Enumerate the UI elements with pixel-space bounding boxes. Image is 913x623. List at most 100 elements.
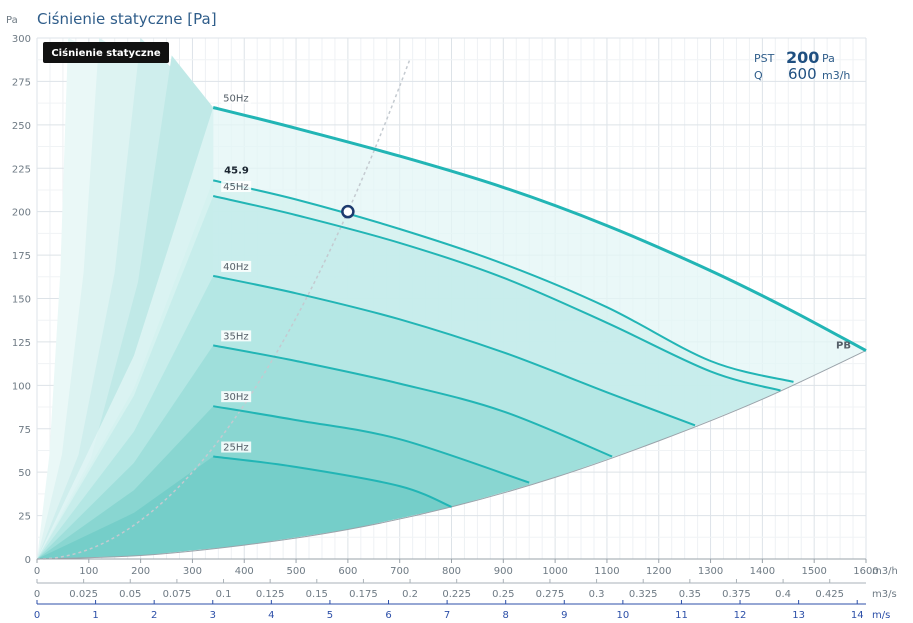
x-tick-label: 900	[494, 566, 513, 577]
series-label-bg	[221, 391, 252, 403]
x2-axis-unit: m3/s	[872, 589, 897, 600]
x-tick-label: 1400	[750, 566, 775, 577]
system-curve-label: PB	[836, 341, 851, 352]
x-tick-label: 1000	[542, 566, 567, 577]
series-line-40Hz	[212, 274, 696, 427]
series-label-bg	[221, 260, 252, 272]
y-tick-label: 250	[12, 121, 31, 132]
operating-region	[37, 38, 866, 559]
series-label-45.9: 45.9	[224, 165, 249, 176]
x-axis-m3h: 0 100 200 300 400 500 600 700 800 900 1000 1100 1200…	[34, 558, 898, 577]
series-label-30Hz: 30Hz	[223, 392, 249, 403]
x3-tick-label: 3	[210, 610, 216, 621]
x2-tick-label: 0.3	[589, 589, 605, 600]
x2-tick-label: 0.375	[722, 589, 751, 600]
series-line-35Hz	[213, 344, 613, 458]
x3-tick-label: 13	[792, 610, 805, 621]
x3-tick-label: 8	[503, 610, 509, 621]
series-label-40Hz: 40Hz	[223, 262, 249, 273]
readout-q-value: 600	[788, 65, 817, 83]
y-tick-label: 175	[12, 251, 31, 262]
y-axis-unit: Pa	[6, 15, 18, 26]
series-line-45Hz	[212, 195, 781, 392]
x-tick-label: 400	[235, 566, 254, 577]
x3-tick-label: 1	[92, 610, 98, 621]
y-tick-label: 100	[12, 381, 31, 392]
x2-tick-label: 0.4	[775, 589, 791, 600]
x3-tick-label: 11	[675, 610, 688, 621]
x2-tick-label: 0.425	[815, 589, 844, 600]
fan-curves	[36, 58, 867, 560]
y-tick-label: 225	[12, 164, 31, 175]
x-tick-label: 800	[442, 566, 461, 577]
x2-tick-label: 0.05	[119, 589, 141, 600]
x2-tick-label: 0.1	[216, 589, 232, 600]
readout: PST 200 Pa Q 600 m3/h	[754, 48, 850, 83]
x3-axis-unit: m/s	[872, 610, 890, 621]
series-label-bg	[221, 330, 252, 342]
chart-badge: Ciśnienie statyczne	[43, 42, 169, 63]
series-label-50Hz: 50Hz	[223, 93, 249, 104]
series-label-45Hz: 45Hz	[223, 182, 249, 193]
badge-label: Ciśnienie statyczne	[51, 47, 161, 59]
readout-q-label: Q	[754, 69, 763, 82]
x-tick-label: 500	[287, 566, 306, 577]
x-tick-label: 0	[34, 566, 40, 577]
series-label-bg	[221, 181, 252, 193]
operating-point	[341, 204, 355, 219]
readout-q-unit: m3/h	[822, 69, 850, 82]
x3-tick-label: 6	[385, 610, 391, 621]
x2-tick-label: 0.225	[442, 589, 471, 600]
x-tick-label: 600	[338, 566, 357, 577]
y-tick-label: 125	[12, 338, 31, 349]
x2-tick-label: 0.175	[349, 589, 378, 600]
x3-tick-label: 5	[327, 610, 333, 621]
y-tick-label: 50	[18, 468, 31, 479]
x-axis-m3s: 0 0.025 0.05 0.075 0.1 0.125 0.15 0.175 0.2 0.225…	[34, 579, 897, 600]
readout-p-value: 200	[786, 48, 819, 67]
series-line-30Hz	[213, 405, 530, 484]
y-tick-label: 150	[12, 295, 31, 306]
x-tick-label: 200	[131, 566, 150, 577]
series-line-50Hz	[212, 106, 867, 352]
readout-p-unit: Pa	[822, 52, 835, 65]
y-tick-label: 0	[25, 555, 31, 566]
x2-tick-label: 0.075	[163, 589, 192, 600]
series-label-35Hz: 35Hz	[223, 331, 249, 342]
x-tick-label: 100	[79, 566, 98, 577]
x2-tick-label: 0.025	[69, 589, 98, 600]
y-axis: 0 25 50 75 100 125 150 175 200 225 250 275 300	[12, 34, 31, 566]
series-label-bg	[221, 441, 252, 453]
x-tick-label: 1500	[801, 566, 826, 577]
x-tick-label: 1300	[698, 566, 723, 577]
x2-tick-label: 0.125	[256, 589, 285, 600]
y-tick-label: 200	[12, 208, 31, 219]
curve-labels: 50Hz 45.9 45Hz 40Hz 35Hz 30Hz 25Hz PB	[221, 92, 851, 454]
x-axis-ms: 0 1 2 3 4 5 6 7 8 9 10 11 12 13 14 m/s	[34, 600, 890, 621]
x2-tick-label: 0.35	[679, 589, 701, 600]
x3-tick-label: 10	[616, 610, 629, 621]
x3-tick-label: 9	[561, 610, 567, 621]
y-tick-label: 300	[12, 34, 31, 45]
series-line-25Hz	[213, 455, 452, 508]
x3-tick-label: 12	[734, 610, 747, 621]
x3-tick-label: 0	[34, 610, 40, 621]
x2-tick-label: 0.325	[629, 589, 658, 600]
x3-tick-label: 7	[444, 610, 450, 621]
readout-p-label: PST	[754, 52, 775, 65]
x3-tick-label: 2	[151, 610, 157, 621]
x2-tick-label: 0.15	[306, 589, 328, 600]
x-tick-label: 1600	[853, 566, 878, 577]
x2-tick-label: 0.275	[536, 589, 565, 600]
y-tick-label: 75	[18, 425, 31, 436]
x-axis-unit: m3/h	[872, 566, 898, 577]
series-label-bg	[221, 92, 252, 104]
x-tick-label: 700	[390, 566, 409, 577]
x-tick-label: 300	[183, 566, 202, 577]
x2-tick-label: 0	[34, 589, 40, 600]
series-line-45.9	[212, 179, 794, 383]
chart-title: Ciśnienie statyczne [Pa]	[37, 10, 217, 28]
series-label-25Hz: 25Hz	[223, 443, 249, 454]
x2-tick-label: 0.25	[492, 589, 514, 600]
